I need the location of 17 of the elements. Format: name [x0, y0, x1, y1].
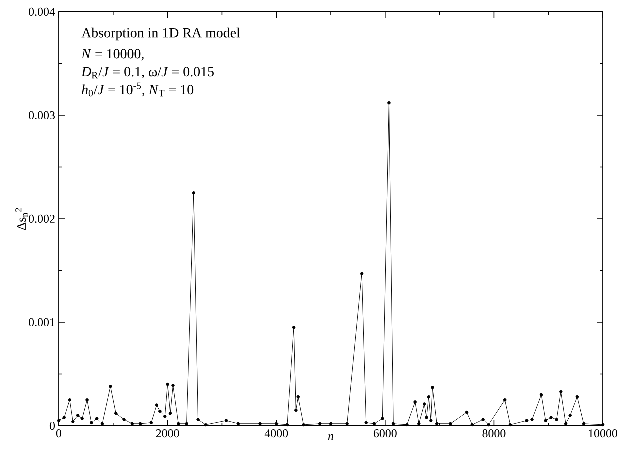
y-tick-label: 0.002 — [29, 214, 55, 224]
text: h$_{0}$/J = 10$^{-5}$, N$_{T}$ = 10 — [82, 82, 194, 97]
y-tick-label: 0.003 — [29, 111, 56, 120]
x-tick-label: 6000 — [374, 430, 397, 438]
x-tick-label: 4000 — [264, 430, 288, 438]
y-axis-title: Δs$_{n}$2 — [16, 208, 28, 230]
x-tick-label: 0 — [56, 430, 62, 438]
y-tick-label: 0 — [50, 422, 56, 430]
annotation: N = 10000, — [81, 49, 144, 61]
annotation: D$_{R}$/J = 0.1, ω/J = 0.015 — [81, 67, 214, 79]
annotation: Absorption in 1D RA model — [82, 28, 240, 41]
x-axis-title: n — [328, 434, 334, 440]
x-tick-label: 10000 — [589, 430, 618, 438]
x-tick-label: 2000 — [156, 430, 180, 438]
y-tick-label: 0.001 — [29, 318, 55, 327]
x-tick-label: 8000 — [482, 430, 506, 438]
y-tick-label: 0.004 — [29, 8, 56, 16]
